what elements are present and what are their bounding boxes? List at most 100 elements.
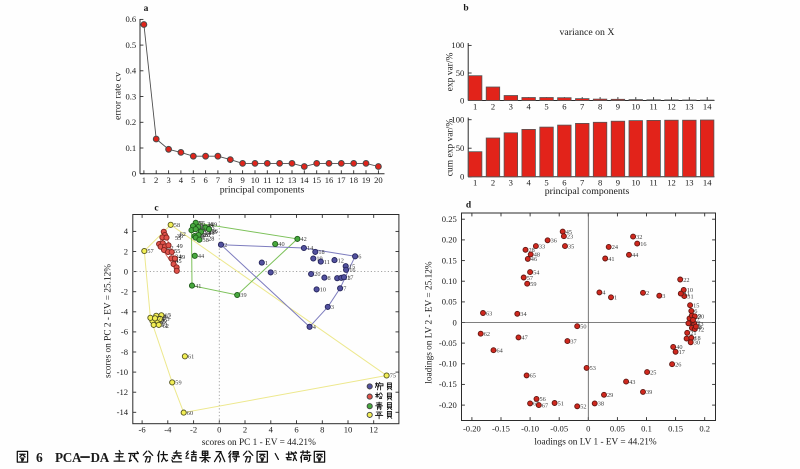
- svg-text:55: 55: [211, 229, 217, 236]
- svg-text:0: 0: [453, 317, 457, 327]
- svg-text:14: 14: [703, 178, 712, 188]
- svg-text:0.2: 0.2: [699, 424, 710, 434]
- svg-text:47: 47: [522, 335, 528, 342]
- svg-text:13: 13: [697, 321, 703, 328]
- svg-text:50: 50: [456, 68, 465, 78]
- svg-text:13: 13: [685, 178, 694, 188]
- svg-text:7: 7: [343, 286, 346, 293]
- svg-text:34: 34: [520, 311, 527, 318]
- svg-text:5: 5: [544, 178, 548, 188]
- svg-text:c: c: [154, 204, 158, 214]
- svg-text:42: 42: [694, 320, 700, 327]
- svg-text:principal components: principal components: [220, 184, 305, 195]
- svg-text:74: 74: [158, 316, 165, 323]
- svg-text:12: 12: [369, 425, 378, 435]
- svg-text:0: 0: [124, 266, 128, 276]
- svg-text:-0.15: -0.15: [439, 379, 457, 389]
- svg-text:0.05: 0.05: [610, 424, 625, 434]
- svg-text:40: 40: [278, 241, 284, 248]
- svg-text:-4: -4: [164, 425, 172, 435]
- svg-text:2: 2: [243, 425, 247, 435]
- svg-text:41: 41: [195, 283, 201, 290]
- svg-text:45: 45: [566, 229, 572, 236]
- svg-text:8: 8: [328, 275, 331, 282]
- svg-text:8: 8: [598, 101, 602, 111]
- svg-text:4: 4: [179, 175, 184, 185]
- svg-text:52: 52: [580, 404, 586, 411]
- svg-text:49: 49: [177, 243, 183, 250]
- svg-text:56: 56: [540, 396, 546, 403]
- svg-text:100: 100: [451, 40, 464, 50]
- svg-text:11: 11: [684, 291, 690, 298]
- svg-text:0: 0: [460, 95, 464, 105]
- svg-text:12: 12: [667, 101, 676, 111]
- svg-text:1: 1: [265, 260, 268, 267]
- svg-text:6: 6: [694, 308, 697, 315]
- svg-text:-12: -12: [117, 387, 128, 397]
- svg-text:principal components: principal components: [545, 186, 630, 197]
- svg-text:9: 9: [616, 178, 620, 188]
- svg-text:1: 1: [142, 175, 146, 185]
- svg-text:loadings on LV 1 - EV = 44.21%: loadings on LV 1 - EV = 44.21%: [534, 437, 657, 447]
- svg-text:21: 21: [690, 330, 696, 337]
- svg-text:PCA: PCA: [55, 450, 82, 465]
- svg-text:2: 2: [491, 101, 495, 111]
- svg-text:-0.05: -0.05: [439, 338, 457, 348]
- svg-text:44: 44: [632, 252, 639, 259]
- svg-text:-8: -8: [121, 347, 128, 357]
- svg-text:49: 49: [208, 230, 214, 237]
- svg-text:4: 4: [526, 178, 531, 188]
- svg-text:6: 6: [358, 254, 361, 261]
- svg-text:20: 20: [698, 314, 704, 321]
- svg-text:1: 1: [473, 178, 477, 188]
- svg-text:0: 0: [132, 169, 136, 179]
- svg-text:57: 57: [527, 275, 533, 282]
- svg-text:15: 15: [349, 263, 355, 270]
- svg-text:46: 46: [202, 232, 208, 239]
- svg-text:17: 17: [679, 349, 685, 356]
- svg-text:53: 53: [590, 365, 596, 372]
- svg-text:-0.05: -0.05: [550, 424, 568, 434]
- svg-text:38: 38: [203, 237, 209, 244]
- svg-text:0.05: 0.05: [442, 297, 457, 307]
- svg-text:28: 28: [529, 247, 535, 254]
- svg-text:-10: -10: [117, 367, 128, 377]
- svg-text:6: 6: [294, 425, 299, 435]
- svg-text:69: 69: [161, 318, 167, 325]
- svg-text:30: 30: [694, 340, 700, 347]
- svg-text:-2: -2: [121, 287, 128, 297]
- svg-text:2: 2: [224, 242, 227, 249]
- svg-text:35: 35: [568, 243, 574, 250]
- svg-text:7: 7: [580, 101, 585, 111]
- svg-text:1: 1: [473, 101, 477, 111]
- svg-text:28: 28: [205, 229, 211, 236]
- svg-text:100: 100: [451, 115, 464, 125]
- svg-text:8: 8: [320, 425, 324, 435]
- svg-text:-6: -6: [139, 425, 147, 435]
- svg-text:41: 41: [608, 256, 614, 263]
- svg-text:5: 5: [544, 101, 548, 111]
- svg-text:a: a: [144, 4, 149, 14]
- svg-text:10: 10: [687, 287, 693, 294]
- svg-text:0.20: 0.20: [442, 235, 457, 245]
- svg-text:13: 13: [685, 101, 694, 111]
- svg-text:51: 51: [558, 400, 564, 407]
- svg-text:d: d: [466, 201, 472, 211]
- svg-text:-14: -14: [117, 407, 129, 417]
- svg-text:62: 62: [484, 331, 490, 338]
- svg-text:9: 9: [616, 101, 620, 111]
- svg-text:14: 14: [703, 101, 712, 111]
- svg-text:37: 37: [570, 338, 576, 345]
- svg-text:60: 60: [187, 410, 193, 417]
- svg-text:65: 65: [530, 373, 536, 380]
- svg-text:0.1: 0.1: [125, 143, 136, 153]
- svg-text:73: 73: [163, 316, 169, 323]
- svg-text:62: 62: [163, 323, 169, 330]
- svg-text:4: 4: [124, 226, 129, 236]
- svg-text:-6: -6: [121, 327, 129, 337]
- svg-text:2: 2: [154, 175, 158, 185]
- svg-text:39: 39: [646, 389, 652, 396]
- svg-text:exp var/%: exp var/%: [446, 53, 456, 92]
- svg-text:14: 14: [307, 245, 314, 252]
- svg-text:loadings on LV 2 - EV = 25.12%: loadings on LV 2 - EV = 25.12%: [425, 261, 435, 384]
